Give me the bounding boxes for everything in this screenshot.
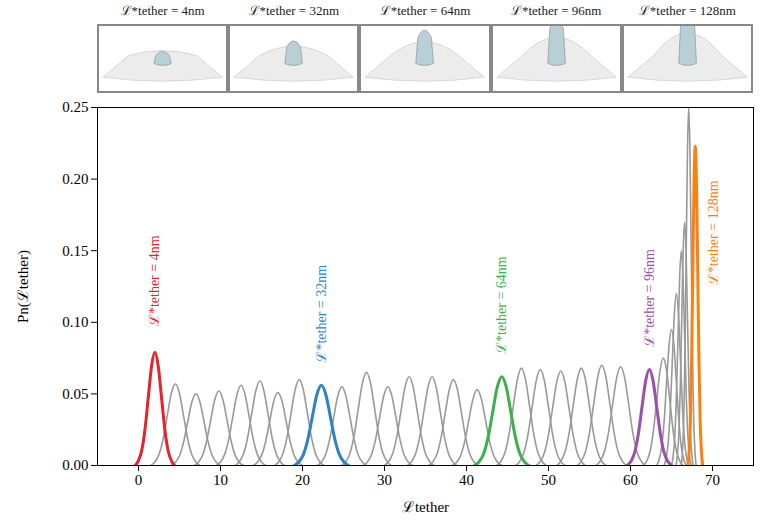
svg-text:10: 10	[213, 472, 228, 488]
svg-text:20: 20	[295, 472, 310, 488]
svg-text:ℒ*tether = 128nm: ℒ*tether = 128nm	[706, 180, 721, 285]
svg-text:0.20: 0.20	[62, 171, 88, 187]
svg-text:30: 30	[377, 472, 392, 488]
html-text:ℒ*tether = 4nm: ℒ*tether = 4nm	[120, 3, 205, 18]
svg-text:ℒ*tether = 64nm: ℒ*tether = 64nm	[494, 256, 509, 354]
svg-text:0.25: 0.25	[62, 99, 88, 115]
svg-text:0.05: 0.05	[62, 386, 88, 402]
svg-text:ℒ*tether = 4nm: ℒ*tether = 4nm	[147, 235, 162, 326]
svg-text:ℒ*tether = 96nm: ℒ*tether = 96nm	[642, 249, 657, 347]
svg-text:Pn(ℒtether): Pn(ℒtether)	[15, 250, 32, 323]
svg-text:50: 50	[541, 472, 556, 488]
svg-text:70: 70	[705, 472, 720, 488]
svg-text:ℒ*tether = 32nm: ℒ*tether = 32nm	[314, 265, 329, 363]
svg-text:0.15: 0.15	[62, 243, 88, 259]
svg-text:0.10: 0.10	[62, 314, 88, 330]
html-text:ℒ*tether = 64nm: ℒ*tether = 64nm	[379, 3, 471, 18]
svg-text:ℒtether: ℒtether	[402, 499, 449, 515]
html-text:ℒ*tether = 96nm: ℒ*tether = 96nm	[510, 3, 602, 18]
svg-text:40: 40	[459, 472, 474, 488]
html-text:ℒ*tether = 128nm: ℒ*tether = 128nm	[638, 3, 736, 18]
svg-text:60: 60	[623, 472, 638, 488]
svg-text:0: 0	[135, 472, 143, 488]
html-text:ℒ*tether = 32nm: ℒ*tether = 32nm	[248, 3, 339, 18]
svg-text:0.00: 0.00	[62, 457, 88, 473]
